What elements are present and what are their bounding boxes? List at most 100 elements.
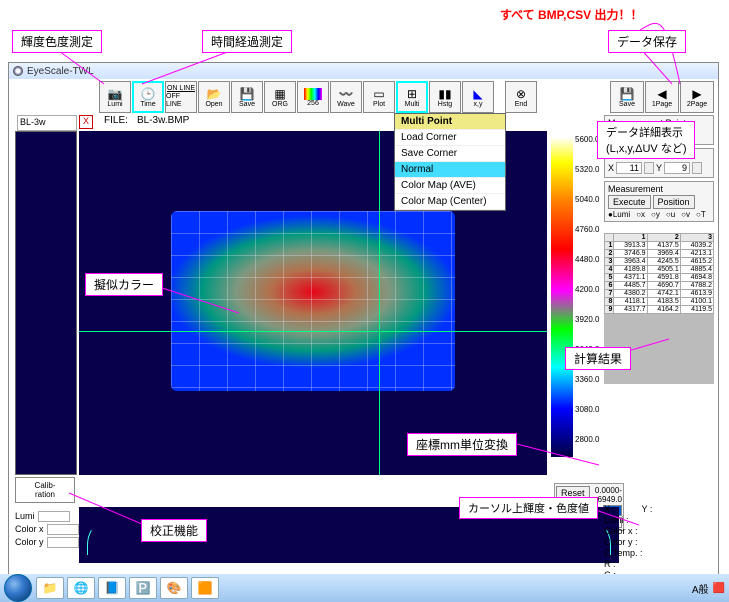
cursor-info-row: Lumi :: [604, 515, 714, 525]
callout-time: 時間経過測定: [202, 30, 292, 53]
partition-x-spinner[interactable]: [644, 162, 654, 174]
partition-y-field[interactable]: 9: [664, 162, 690, 174]
app-title: EyeScale-TWL: [27, 66, 94, 77]
app-window: EyeScale-TWL 📷Lumi 🕒Time ON LINEOFF LINE…: [8, 62, 719, 582]
menu-item[interactable]: Save Corner: [395, 146, 505, 162]
colorbar-label: 5320.0: [575, 165, 599, 174]
partition-y-label: Y: [656, 163, 662, 173]
taskbar-tray: A般 🟥: [692, 581, 725, 596]
menu-item[interactable]: Color Map (Center): [395, 194, 505, 210]
cursor-info-row: Color y :: [604, 537, 714, 547]
tray-flag-icon: 🟥: [713, 583, 725, 594]
partition-x-label: X: [608, 163, 614, 173]
menu-item[interactable]: Normal: [395, 162, 505, 178]
colorbar-label: 5040.0: [575, 195, 599, 204]
save-button[interactable]: 💾Save: [231, 81, 263, 113]
multi-button[interactable]: ⊞Multi: [396, 81, 428, 113]
1page-button[interactable]: ◀1Page: [645, 81, 679, 113]
taskbar-app-icon[interactable]: 📁: [36, 577, 64, 599]
file-name: BL-3w.BMP: [137, 115, 189, 126]
partition-x-field[interactable]: 11: [616, 162, 642, 174]
wave-button[interactable]: 〰️Wave: [330, 81, 362, 113]
taskbar: 📁🌐📘🅿️🎨🟧 A般 🟥: [0, 574, 729, 602]
multi-point-menu: Multi Point Load CornerSave CornerNormal…: [394, 113, 506, 211]
value-type-radio[interactable]: ●Lumi ○x ○y ○u ○v ○T: [608, 210, 710, 219]
main-toolbar: 📷Lumi 🕒Time ON LINEOFF LINE 📂Open 💾Save …: [99, 81, 537, 113]
colorbar-label: 2800.0: [575, 435, 599, 444]
bmp-csv-output-note: すべて BMP,CSV 出力！！: [500, 6, 642, 23]
taskbar-app-icon[interactable]: 🟧: [191, 577, 219, 599]
open-button[interactable]: 📂Open: [198, 81, 230, 113]
table-row[interactable]: 94317.74164.24119.5: [605, 306, 714, 314]
measurement-title: Measurement: [608, 184, 710, 194]
table-row[interactable]: 54371.14591.84694.8: [605, 274, 714, 282]
titlebar: EyeScale-TWL: [9, 63, 718, 79]
save-right-button[interactable]: 💾Save: [610, 81, 644, 113]
colorbar: 5600.0 5320.0 5040.0 4760.0 4480.0 4200.0 3920…: [551, 131, 609, 475]
colorbar-label: 3080.0: [575, 405, 599, 414]
hstg-button[interactable]: ▮▮Hstg: [429, 81, 461, 113]
app-icon: [13, 66, 23, 76]
menu-item[interactable]: Color Map (AVE): [395, 178, 505, 194]
menu-item[interactable]: Load Corner: [395, 130, 505, 146]
colorbar-gradient: [551, 137, 573, 457]
cursor-info-row: C.Temp. :: [604, 548, 714, 558]
time-button[interactable]: 🕒Time: [132, 81, 164, 113]
table-row[interactable]: 33963.44245.54615.2: [605, 258, 714, 266]
table-row[interactable]: 23746.93969.44213.1: [605, 250, 714, 258]
table-row[interactable]: 84118.14183.54100.1: [605, 298, 714, 306]
bottom-lumi-field: [38, 511, 70, 522]
plot-button[interactable]: ▭Plot: [363, 81, 395, 113]
menu-title: Multi Point: [395, 114, 505, 130]
taskbar-app-icon[interactable]: 🌐: [67, 577, 95, 599]
cursor-info-row: Color x :: [604, 526, 714, 536]
position-button[interactable]: Position: [653, 195, 695, 209]
execute-button[interactable]: Execute: [608, 195, 651, 209]
close-file-button[interactable]: X: [79, 115, 93, 129]
bottom-colorx-field: [47, 524, 79, 535]
table-row[interactable]: 64485.74690.74788.2: [605, 282, 714, 290]
bottom-value-labels: Lumi Color x Color y: [15, 509, 79, 550]
save-page-toolbar: 💾Save ◀1Page ▶2Page: [610, 81, 714, 113]
crosshair-h: [79, 331, 547, 332]
file-strip[interactable]: BL-3w: [17, 115, 77, 131]
callout-coord: 座標mm単位変換: [407, 433, 517, 456]
colorbar-label: 4760.0: [575, 225, 599, 234]
table-row[interactable]: 44189.84505.14885.4: [605, 266, 714, 274]
colorbar-label: 4480.0: [575, 255, 599, 264]
cursor-x-label: X :: [604, 504, 615, 514]
colorbar-label: 3920.0: [575, 315, 599, 324]
taskbar-app-icon[interactable]: 🅿️: [129, 577, 157, 599]
callout-pseudo-color: 擬似カラー: [85, 273, 163, 296]
taskbar-app-icon[interactable]: 🎨: [160, 577, 188, 599]
2page-button[interactable]: ▶2Page: [680, 81, 714, 113]
left-profile-panel: [15, 131, 77, 475]
table-row[interactable]: 13913.34137.54039.2: [605, 242, 714, 250]
ime-indicator[interactable]: A般: [692, 581, 709, 596]
taskbar-app-icon[interactable]: 📘: [98, 577, 126, 599]
callout-result: 計算結果: [565, 347, 631, 370]
end-button[interactable]: ⊗End: [505, 81, 537, 113]
table-row[interactable]: 74380.24742.14613.9: [605, 290, 714, 298]
calibration-button[interactable]: Calib- ration: [15, 477, 75, 503]
start-button[interactable]: [4, 574, 32, 602]
cursor-y-label: Y :: [642, 504, 653, 514]
callout-save: データ保存: [608, 30, 686, 53]
online-offline-button[interactable]: ON LINEOFF LINE: [165, 81, 197, 113]
callout-cursor-value: カーソル上輝度・色度値: [459, 497, 598, 519]
measurement-grid: [171, 211, 455, 391]
256-button[interactable]: 256: [297, 81, 329, 113]
callout-detail: データ詳細表示 (L,x,y,ΔUV など): [597, 121, 695, 159]
colorbar-label: 5600.0: [575, 135, 599, 144]
partition-y-spinner[interactable]: [692, 162, 702, 174]
lumi-button[interactable]: 📷Lumi: [99, 81, 131, 113]
bottom-colory-field: [47, 537, 79, 548]
file-label: FILE:: [104, 115, 128, 126]
colorbar-label: 3360.0: [575, 375, 599, 384]
xy-button[interactable]: ◣x,y: [462, 81, 494, 113]
org-button[interactable]: ▦ORG: [264, 81, 296, 113]
callout-calibration: 校正機能: [141, 519, 207, 542]
colorbar-label: 4200.0: [575, 285, 599, 294]
thermal-region: [171, 211, 455, 391]
crosshair-v: [379, 131, 380, 475]
